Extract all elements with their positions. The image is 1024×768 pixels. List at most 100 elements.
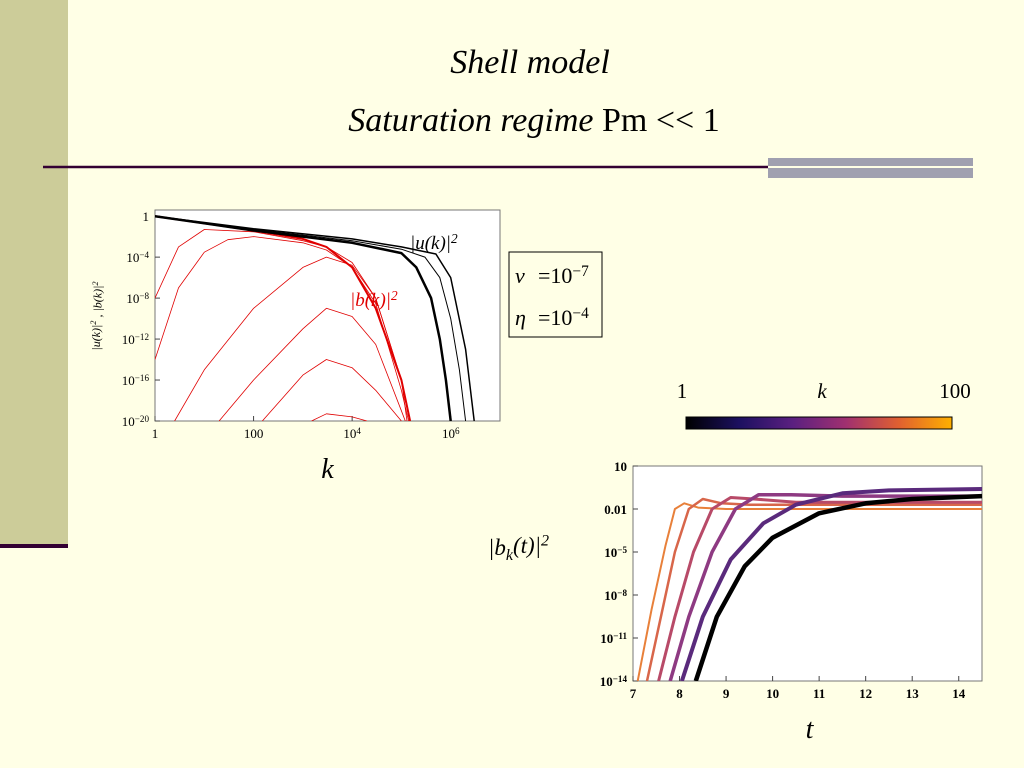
y-tick-label: 10−16 [122,373,150,388]
y-tick-label-part: 10 [122,414,135,429]
y-tick-label: 1 [143,209,150,224]
series-line [636,502,982,681]
y-tick-label-part: 10 [126,250,139,265]
x-tick-label: 1 [152,426,159,441]
y-tick-label-part: −12 [135,332,150,342]
x-tick-label-part: 14 [952,686,966,701]
annotation: |b(k)|2 [350,288,398,311]
colorbar-tick-label: 100 [939,379,971,403]
colorbar-tick-label: 1 [677,379,688,403]
param-eq: =10−7 [538,263,589,288]
x-tick-label-part: 100 [244,426,264,441]
y-tick-label: 10−11 [600,631,627,646]
colorbar [685,416,953,430]
y-axis-label-part: 2 [89,321,98,325]
y-axis-label-part: (t)| [513,533,541,558]
x-tick-label-part: 12 [859,686,872,701]
y-tick-label: 10−20 [122,414,150,429]
series-group [155,214,475,421]
annotation-part: 2 [451,231,458,246]
param: η [515,305,526,330]
x-tick-label: 14 [952,686,966,701]
x-tick-label-part: 1 [152,426,159,441]
param: ν [515,263,525,288]
slide-subtitle: Saturation regime Pm << 1 [348,102,719,139]
params-box [508,251,603,338]
x-tick-label: 9 [723,686,730,701]
y-tick-label-part: −14 [613,674,628,684]
y-tick-label-part: −11 [613,631,627,641]
x-tick-label-part: 4 [356,426,361,436]
series-line [262,359,402,421]
x-tick-label-part: 10 [343,426,356,441]
param-eq: =10−4 [538,305,589,330]
y-tick-label: 10−4 [126,250,149,265]
y-axis-label-part: |u(k)| [89,325,103,351]
x-tick-label: 8 [676,686,683,701]
y-axis-label-part: 2 [541,533,549,550]
y-tick-label-part: −8 [139,291,149,301]
x-tick-label-part: 8 [676,686,683,701]
series-line [311,413,368,421]
y-tick-label-part: −16 [135,373,150,383]
param-eq-part: 10 [550,263,572,288]
x-tick-label: 12 [859,686,872,701]
y-tick-label: 10−8 [126,291,149,306]
y-axis-label-part: 2 [91,281,100,285]
y-tick-label-part: 10 [600,674,613,689]
y-tick-label-part: 10 [122,373,135,388]
y-tick-label-part: 10 [604,588,617,603]
side-bar-line [0,544,68,548]
x-tick-label: 100 [244,426,264,441]
series-line [657,496,982,681]
y-tick-label-part: 1 [143,209,150,224]
y-tick-label: 0.01 [604,502,627,517]
side-bar [0,0,68,545]
x-tick-label: 11 [813,686,825,701]
annotation-part: 2 [391,288,398,303]
y-tick-label-part: −8 [617,588,627,598]
x-axis-label: k [321,454,334,485]
param-eq-part: 10 [550,305,572,330]
series-line [155,215,475,421]
y-tick-label-part: 10 [600,631,613,646]
y-tick-label: 10−14 [600,674,628,689]
series-line [679,487,982,681]
x-tick-label-part: 7 [630,686,637,701]
x-axis-label: t [806,714,815,745]
x-tick-label-part: 10 [766,686,779,701]
x-tick-label-part: 6 [455,426,460,436]
x-tick-label-part: 13 [906,686,920,701]
x-tick-label-part: 10 [442,426,455,441]
y-tick-label: 10 [614,459,627,474]
param-eq-part: −4 [572,305,589,322]
subtitle-italic: Saturation regime [348,102,593,139]
series-line [218,307,406,421]
series-line [693,493,982,681]
annotation-part: |u(k)| [410,233,451,254]
annotation: |u(k)|2 [410,231,458,254]
param-eq-part: = [538,305,550,330]
y-tick-label-part: 10 [604,545,617,560]
param-eq-part: −7 [572,263,589,280]
y-tick-label-part: 10 [126,291,139,306]
y-tick-label: 10−12 [122,332,150,347]
param-part: η [515,305,526,330]
subtitle-rest: Pm << 1 [602,102,720,139]
x-tick-label: 10 [766,686,779,701]
annotation-part: |b(k)| [350,290,391,311]
y-tick-label-part: 10 [122,332,135,347]
x-tick-label-part: 11 [813,686,825,701]
y-tick-label-part: −20 [135,414,150,424]
y-tick-label-part: −4 [139,250,149,260]
x-tick-label: 106 [442,426,460,441]
y-tick-label-part: −5 [617,545,627,555]
colorbar-title: k [817,379,827,403]
param-part: ν [515,263,525,288]
y-tick-label: 10−8 [604,588,627,603]
y-axis-label: |bk(t)|2 [488,533,549,564]
y-tick-label: 10−5 [604,545,627,560]
y-axis-label-part: , |b(k)| [91,286,105,321]
